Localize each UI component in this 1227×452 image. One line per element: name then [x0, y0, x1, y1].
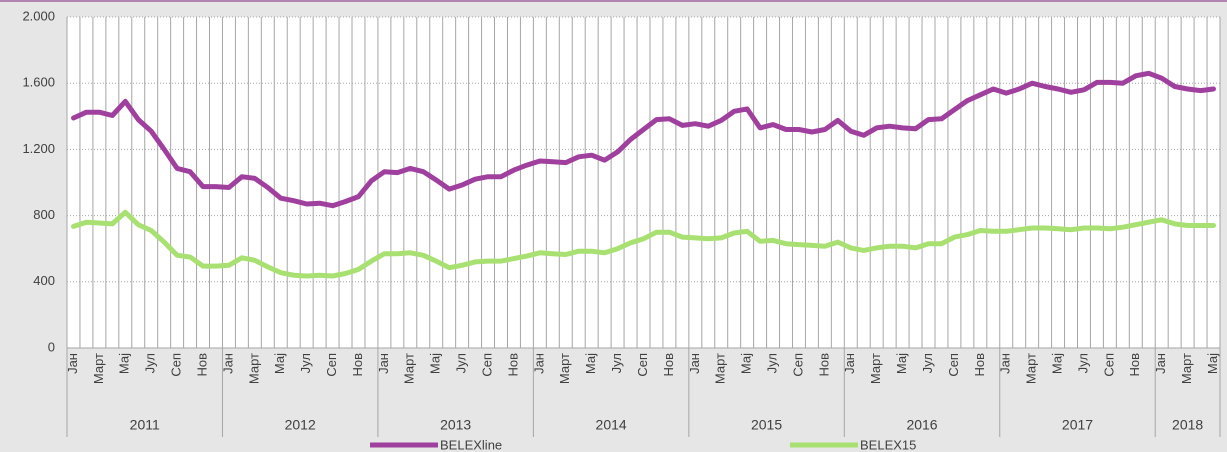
x-tick-label: Сеп	[169, 353, 184, 377]
x-tick-label: Нов	[1127, 353, 1142, 377]
x-tick-label: Јан	[842, 353, 857, 374]
x-tick-label: Јул	[764, 353, 779, 373]
x-tick-label: Март	[557, 353, 572, 384]
x-tick-label: Сеп	[1101, 353, 1116, 377]
x-tick-label: Јан	[531, 353, 546, 374]
x-tick-label: Јан	[1153, 353, 1168, 374]
x-tick-label: Јул	[298, 353, 313, 373]
x-tick-label: Сеп	[790, 353, 805, 377]
x-tick-label: Нов	[661, 353, 676, 377]
series-line	[71, 70, 1216, 209]
x-tick-label: Мај	[1049, 353, 1064, 374]
year-label: 2018	[1172, 417, 1203, 433]
year-label: 2017	[1062, 417, 1093, 433]
x-tick-label: Мај	[428, 353, 443, 374]
y-tick-label: 800	[33, 207, 55, 222]
x-tick-label: Јул	[609, 353, 624, 373]
legend-label: BELEXline	[440, 437, 502, 452]
x-tick-label: Мај	[272, 353, 287, 374]
year-label: 2011	[130, 417, 160, 433]
x-tick-label: Март	[246, 353, 261, 384]
x-tick-label: Нов	[505, 353, 520, 377]
x-tick-label: Нов	[350, 353, 365, 377]
x-tick-label: Март	[1179, 353, 1194, 384]
year-label: 2015	[751, 417, 782, 433]
legend-label: BELEX15	[860, 437, 916, 452]
x-tick-label: Март	[402, 353, 417, 384]
x-tick-label: Мај	[1205, 353, 1220, 374]
x-tick-label: Март	[91, 353, 106, 384]
y-tick-label: 2.000	[22, 8, 55, 23]
x-tick-label: Март	[1024, 353, 1039, 384]
x-tick-label: Јан	[687, 353, 702, 374]
x-tick-label: Сеп	[479, 353, 494, 377]
x-tick-label: Јан	[376, 353, 391, 374]
x-tick-label: Мај	[583, 353, 598, 374]
x-tick-label: Мај	[739, 353, 754, 374]
y-tick-label: 0	[48, 339, 55, 354]
x-tick-label: Сеп	[946, 353, 961, 377]
x-tick-label: Март	[713, 353, 728, 384]
x-tick-label: Сеп	[635, 353, 650, 377]
x-tick-label: Јан	[65, 353, 80, 374]
x-tick-label: Сеп	[324, 353, 339, 377]
x-tick-label: Март	[868, 353, 883, 384]
y-tick-label: 1.600	[22, 75, 55, 90]
year-label: 2014	[596, 417, 627, 433]
year-label: 2013	[440, 417, 471, 433]
series-line	[71, 209, 1216, 279]
x-tick-label: Јул	[454, 353, 469, 373]
x-tick-label: Нов	[816, 353, 831, 377]
x-tick-label: Јул	[920, 353, 935, 373]
x-tick-label: Нов	[972, 353, 987, 377]
plot-area	[67, 17, 1220, 348]
x-tick-label: Нов	[194, 353, 209, 377]
year-label: 2012	[285, 417, 316, 433]
x-tick-label: Мај	[894, 353, 909, 374]
x-tick-label: Јан	[998, 353, 1013, 374]
y-tick-label: 1.200	[22, 141, 55, 156]
x-tick-label: Јан	[220, 353, 235, 374]
y-tick-label: 400	[33, 273, 55, 288]
x-tick-label: Мај	[117, 353, 132, 374]
x-tick-label: Јул	[143, 353, 158, 373]
year-label: 2016	[906, 417, 937, 433]
x-tick-label: Јул	[1075, 353, 1090, 373]
